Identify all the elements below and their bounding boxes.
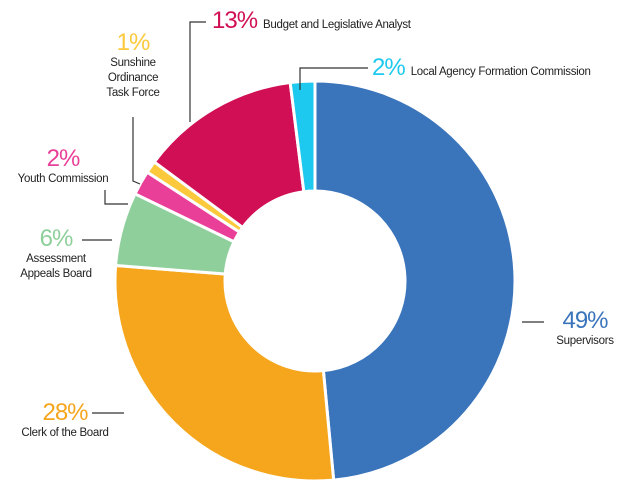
percent-label: 2% [372,54,406,81]
percent-label: 28% [42,399,88,426]
slice [288,79,317,194]
leader-line [104,190,128,205]
slice-label: 1% Sunshine Ordinance Task Force [98,30,168,101]
category-label: Supervisors [556,335,614,347]
percent-label: 1% [116,29,151,56]
slice-label: 13% Budget and Legislative Analyst [212,8,512,34]
category-label: Local Agency Formation Commission [410,66,591,78]
leader-line [189,21,206,122]
category-label: Youth Commission [17,173,109,185]
leader-line [132,117,141,185]
slice [313,79,517,482]
percent-label: 2% [46,145,81,172]
category-label: Clerk of the Board [21,427,109,439]
category-label: Assessment Appeals Board [20,253,92,280]
slice [113,263,336,483]
percent-label: 13% [212,7,258,34]
slice-label: 28% Clerk of the Board [10,400,120,441]
percent-label: 6% [39,225,74,252]
slice-label: 2% Local Agency Formation Commission [372,55,631,81]
category-label: Sunshine Ordinance Task Force [106,57,160,99]
slice-label: 6% Assessment Appeals Board [20,226,92,282]
slice-label: 2% Youth Commission [8,146,118,187]
leader-line [299,67,368,90]
slice-label: 49% Supervisors [530,308,631,349]
percent-label: 49% [562,307,608,334]
category-label: Budget and Legislative Analyst [263,19,411,31]
